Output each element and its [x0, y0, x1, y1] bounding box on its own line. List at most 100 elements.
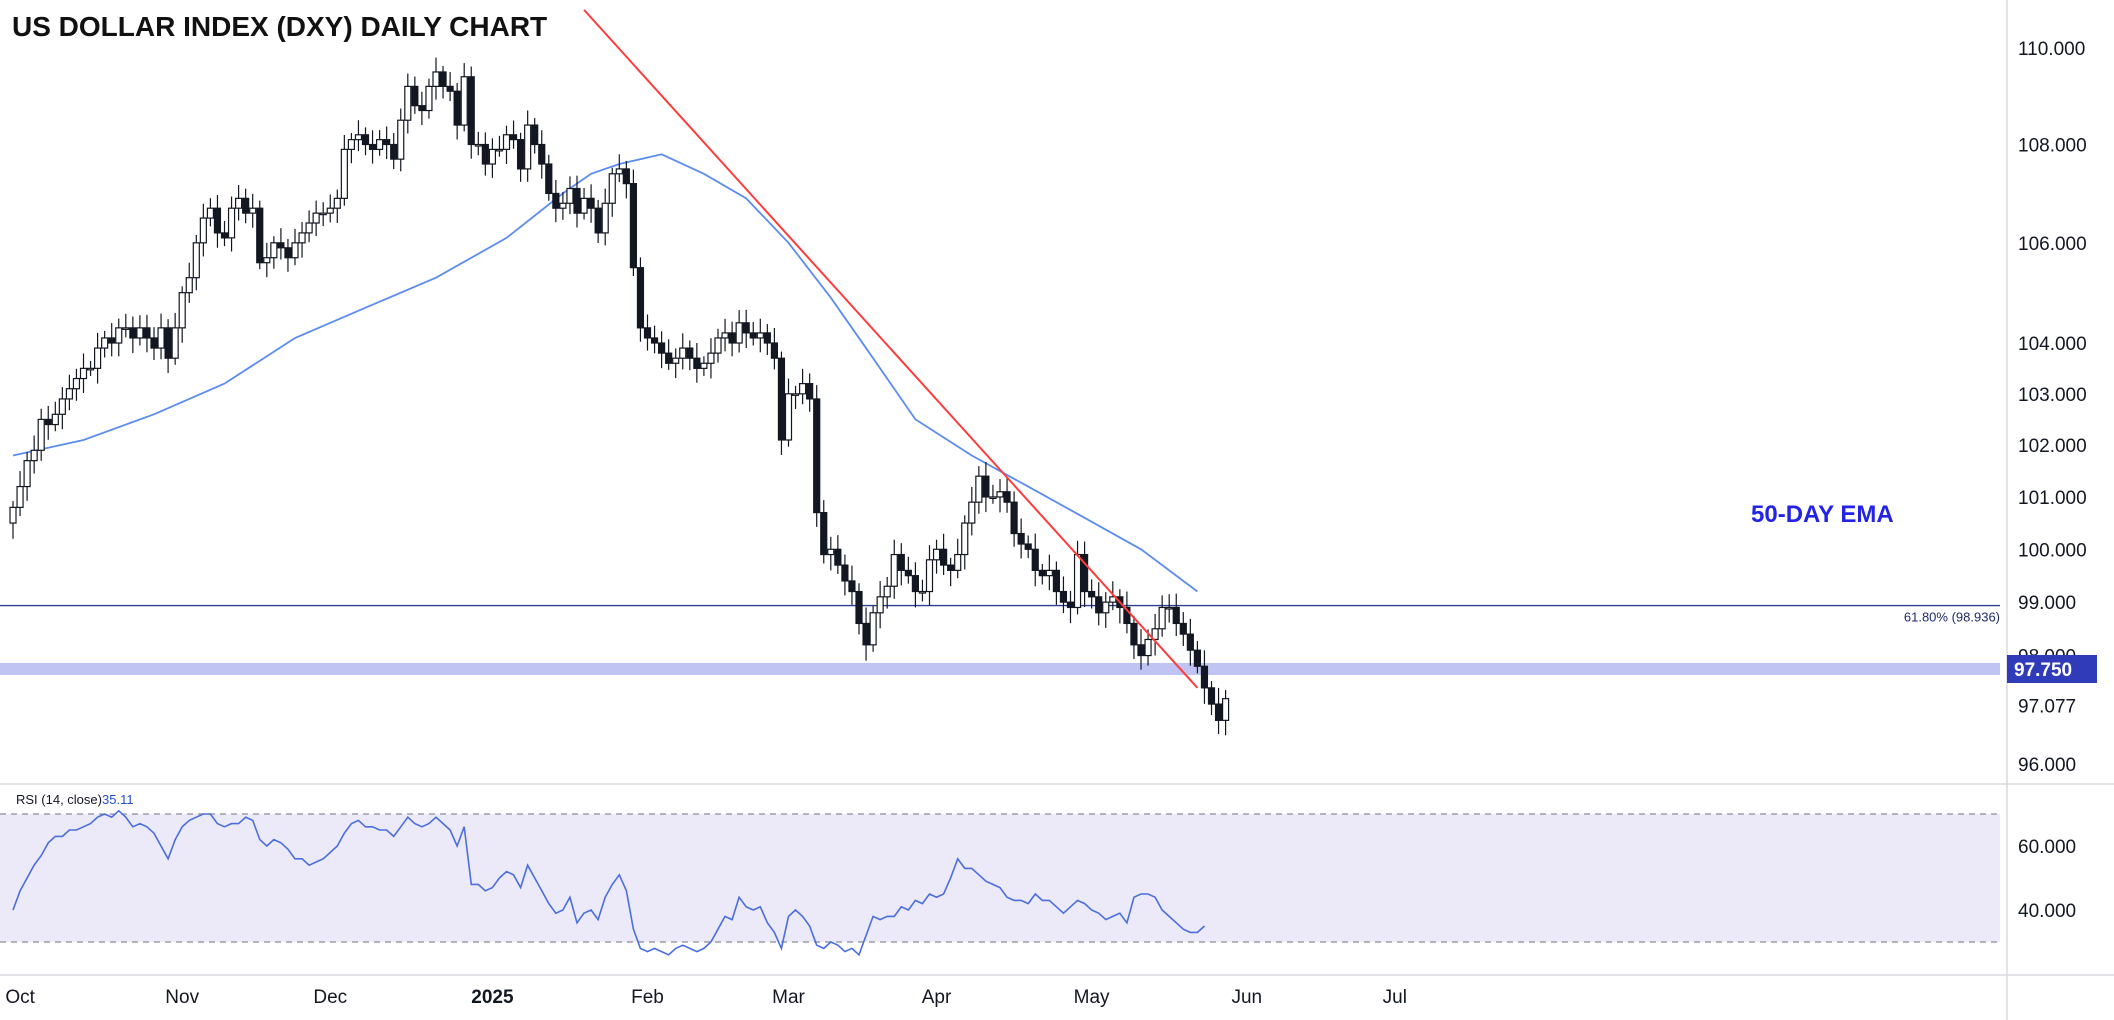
- candle-body: [51, 413, 59, 426]
- candle-body: [1038, 569, 1046, 577]
- candle-body: [1010, 501, 1018, 535]
- candle-body: [509, 134, 518, 141]
- candle-body: [643, 327, 652, 339]
- candle-body: [1017, 532, 1025, 545]
- candle-body: [841, 564, 849, 582]
- candle-body: [467, 76, 475, 146]
- candle-body: [460, 76, 468, 126]
- time-tick-label: Feb: [631, 987, 664, 1008]
- candle-body: [961, 522, 969, 556]
- candle-body: [446, 85, 454, 92]
- candle-body: [93, 347, 102, 369]
- time-tick-label: Nov: [165, 987, 199, 1008]
- candle-body: [425, 85, 433, 112]
- candle-body: [1130, 622, 1138, 646]
- candle-body: [855, 590, 863, 625]
- candle-body: [749, 332, 757, 339]
- candle-body: [1221, 698, 1230, 721]
- candle-body: [911, 575, 920, 593]
- time-axis: Oct Nov Dec 2025 Feb Mar Apr May Jun Jul: [5, 987, 1407, 1008]
- ema-line: [12, 153, 1198, 593]
- candle-body: [312, 212, 320, 224]
- candle-body: [376, 139, 384, 150]
- candle-body: [1172, 606, 1180, 625]
- candle-body: [1073, 553, 1082, 609]
- candle-body: [756, 332, 764, 339]
- candle-body: [770, 342, 779, 359]
- candle-body: [495, 148, 504, 152]
- candle-body: [319, 212, 327, 216]
- candle-body: [989, 496, 997, 500]
- time-tick-label: Mar: [772, 987, 805, 1008]
- rsi-axis: 60.000 40.000: [2018, 837, 2076, 922]
- candle-body: [432, 71, 440, 87]
- candle-body: [220, 232, 229, 239]
- candle-body: [538, 143, 546, 165]
- candle-body: [1200, 665, 1209, 689]
- candle-body: [411, 85, 419, 107]
- price-tick-label: 104.000: [2018, 334, 2087, 355]
- candle-body: [728, 332, 736, 344]
- candle-body: [270, 242, 278, 259]
- time-tick-label: Dec: [313, 987, 347, 1008]
- candle-body: [939, 548, 948, 566]
- candle-body: [185, 277, 193, 294]
- candle-body: [1052, 569, 1061, 593]
- candle-body: [693, 357, 701, 369]
- candle-body: [566, 187, 574, 204]
- ema-label: 50-DAY EMA: [1751, 501, 1894, 528]
- candle-body: [347, 139, 355, 150]
- time-tick-label: May: [1074, 987, 1110, 1008]
- candle-body: [383, 139, 391, 146]
- candle-body: [1151, 628, 1159, 641]
- candle-body: [256, 207, 264, 264]
- candle-body: [686, 347, 694, 359]
- rsi-value: 35.11: [102, 792, 134, 807]
- candle-body: [333, 197, 341, 209]
- candle-body: [79, 367, 88, 380]
- candle-body: [777, 357, 786, 441]
- candle-body: [700, 362, 708, 369]
- price-tick-label: 106.000: [2018, 234, 2087, 255]
- candle-body: [968, 501, 976, 524]
- candle-body: [199, 217, 207, 244]
- candle-body: [9, 506, 17, 524]
- candle-body: [1003, 491, 1011, 503]
- time-tick-label: Jun: [1231, 987, 1262, 1008]
- candle-body: [665, 352, 673, 364]
- price-tick-label: 110.000: [2018, 39, 2085, 60]
- candle-body: [806, 383, 814, 400]
- candle-body: [954, 553, 962, 571]
- candle-body: [439, 71, 447, 87]
- candle-body: [206, 207, 214, 219]
- rsi-tick-label: 60.000: [2018, 837, 2076, 858]
- candle-body: [890, 553, 898, 587]
- candle-body: [784, 393, 793, 441]
- candle-body: [1066, 601, 1075, 609]
- chart-title: US DOLLAR INDEX (DXY) DAILY CHART: [12, 11, 547, 42]
- candle-body: [1137, 644, 1145, 657]
- fib-level-label: 61.80% (98.936): [1904, 610, 2000, 625]
- candle-body: [932, 548, 941, 561]
- candle-body: [1088, 590, 1096, 598]
- candle-body: [249, 207, 257, 214]
- candle-body: [657, 342, 666, 354]
- rsi-label: RSI (14, close): [16, 792, 102, 807]
- time-tick-label: 2025: [471, 987, 514, 1008]
- candle-body: [143, 327, 151, 339]
- candle-body: [277, 242, 285, 249]
- rsi-tick-label: 40.000: [2018, 901, 2076, 922]
- candle-body: [1193, 649, 1202, 667]
- candle-body: [227, 207, 236, 239]
- time-tick-label: Oct: [5, 987, 35, 1008]
- candle-body: [418, 105, 426, 112]
- candle-body: [171, 327, 179, 359]
- candle-body: [559, 202, 567, 209]
- candle-body: [1059, 590, 1068, 603]
- candle-body: [1158, 606, 1166, 630]
- candle-body: [213, 207, 222, 234]
- candle-body: [615, 168, 623, 175]
- candle-body: [714, 337, 722, 354]
- candle-body: [975, 475, 983, 503]
